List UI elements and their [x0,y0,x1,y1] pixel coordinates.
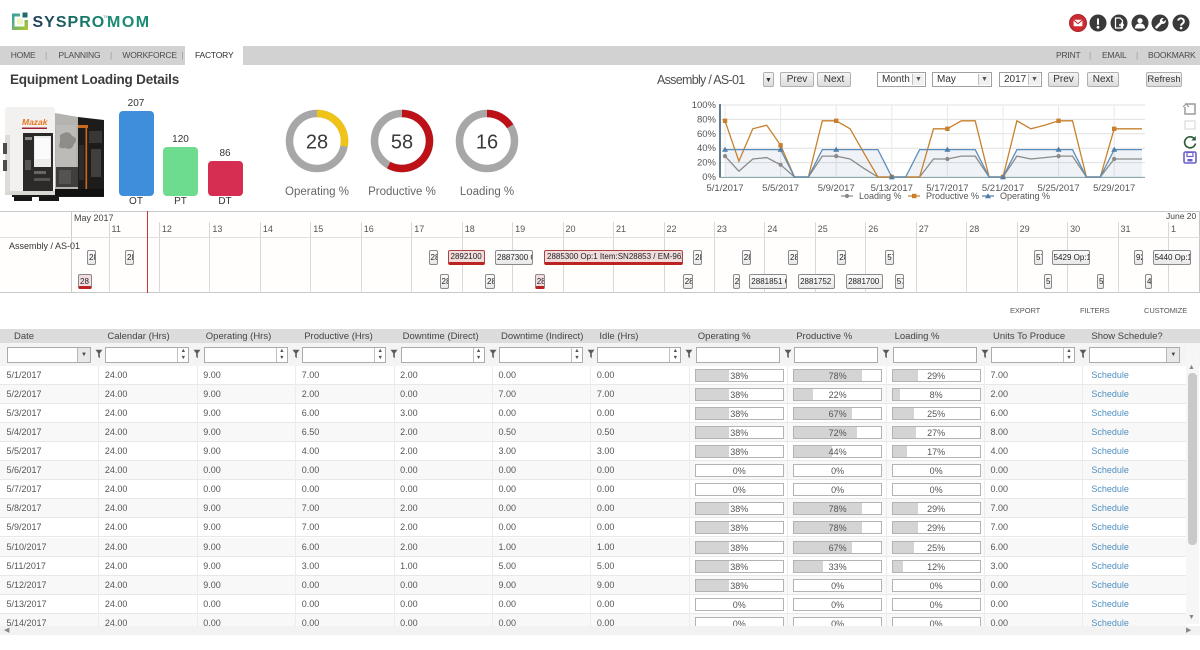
svg-text:5/5/2017: 5/5/2017 [762,183,799,194]
svg-text:58: 58 [391,132,413,154]
svg-text:28: 28 [306,132,328,154]
svg-text:Productive %: Productive % [926,191,979,201]
svg-text:5/1/2017: 5/1/2017 [707,183,744,194]
svg-text:5/25/2017: 5/25/2017 [1037,183,1079,194]
svg-text:40%: 40% [697,143,717,154]
svg-text:0%: 0% [702,172,716,183]
svg-text:80%: 80% [697,114,717,125]
svg-text:100%: 100% [692,100,717,111]
svg-text:5/13/2017: 5/13/2017 [871,183,913,194]
svg-text:TM: TM [103,14,109,19]
svg-text:5/21/2017: 5/21/2017 [982,183,1024,194]
svg-text:MOM: MOM [107,14,151,31]
svg-text:5/17/2017: 5/17/2017 [926,183,968,194]
svg-text:SYSPRO: SYSPRO [33,14,106,31]
svg-text:Operating %: Operating % [1000,191,1050,201]
svg-text:Mazak: Mazak [22,117,49,127]
svg-text:5/9/2017: 5/9/2017 [818,183,855,194]
svg-text:5/29/2017: 5/29/2017 [1093,183,1135,194]
svg-text:16: 16 [476,132,498,154]
svg-text:Loading %: Loading % [859,191,902,201]
svg-text:60%: 60% [697,129,717,140]
svg-text:20%: 20% [697,158,717,169]
